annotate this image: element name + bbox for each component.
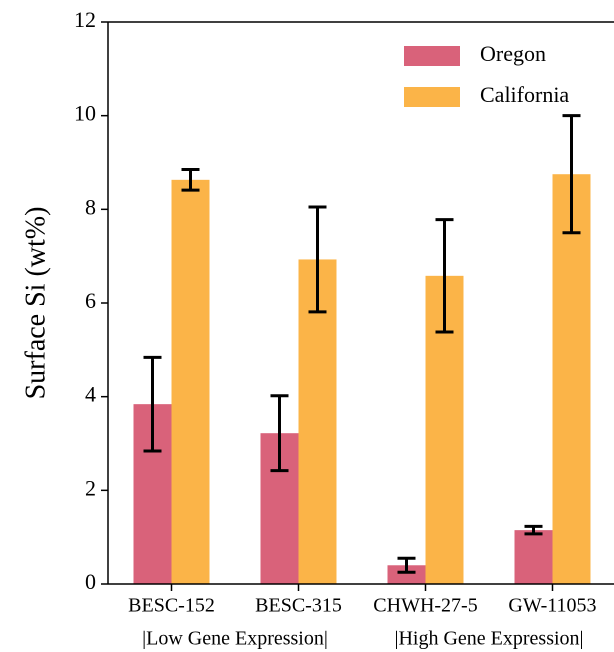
bar (552, 174, 591, 585)
bar (514, 530, 553, 584)
y-tick-label: 10 (74, 101, 96, 126)
bar (387, 565, 426, 584)
error-bar (308, 205, 327, 314)
legend-label: Oregon (480, 41, 546, 66)
group-label: |High Gene Expression| (394, 628, 583, 650)
legend-swatch (404, 46, 460, 66)
x-tick-label: GW-11053 (508, 595, 596, 617)
y-tick-label: 6 (85, 288, 96, 313)
y-tick-label: 2 (85, 475, 96, 500)
y-axis-label: Surface Si (wt%) (20, 207, 51, 400)
legend-swatch (404, 87, 460, 107)
error-bar (562, 114, 581, 235)
error-bar (143, 355, 162, 453)
error-bar (524, 524, 543, 536)
error-bar (270, 394, 289, 473)
group-label: |Low Gene Expression| (142, 628, 328, 650)
y-tick-label: 8 (85, 194, 96, 219)
y-tick-label: 12 (74, 7, 96, 32)
bar (298, 259, 337, 584)
bar (171, 179, 210, 584)
x-tick-label: BESC-315 (255, 595, 342, 617)
legend-label: California (480, 82, 569, 107)
error-bar (181, 168, 200, 192)
error-bar (397, 556, 416, 574)
x-tick-label: BESC-152 (128, 595, 215, 617)
x-tick-label: CHWH-27-5 (373, 595, 477, 617)
y-tick-label: 0 (85, 569, 96, 594)
y-tick-label: 4 (85, 382, 96, 407)
error-bar (435, 218, 454, 334)
